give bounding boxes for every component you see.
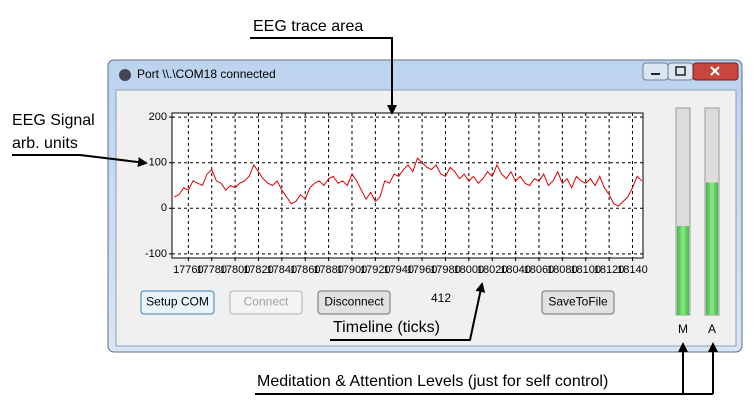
x-tick-label: 17880 [313, 264, 344, 276]
counter: 412 [431, 291, 451, 305]
annotation: Meditation & Attention Levels (just for … [257, 373, 608, 390]
button-label: SaveToFile [548, 295, 608, 309]
maximize-glyph [675, 66, 686, 76]
button-label: Connect [244, 295, 289, 309]
y-tick-label: 100 [149, 157, 167, 169]
x-tick-label: 18020 [477, 264, 508, 276]
setup-com-button[interactable] [140, 290, 215, 315]
annotation: EEG trace area [253, 18, 363, 35]
y-tick-label: 200 [149, 111, 167, 123]
plot-area [171, 112, 644, 259]
annotation: EEG Signal [12, 112, 95, 129]
x-tick-label: 17960 [407, 264, 438, 276]
x-tick-label: 17840 [267, 264, 298, 276]
x-tick-label: 18000 [454, 264, 485, 276]
x-tick-label: 17900 [337, 264, 368, 276]
annotation: Timeline (ticks) [333, 319, 440, 336]
maximize-button[interactable] [667, 62, 694, 81]
x-tick-label: 18100 [570, 264, 601, 276]
y-tick-label: -100 [145, 248, 167, 260]
x-tick-label: 18060 [524, 264, 555, 276]
minimize-button[interactable] [642, 62, 669, 81]
window-title: Port \\.\COM18 connected [137, 67, 276, 81]
x-tick-label: 18120 [594, 264, 625, 276]
x-tick-label: 17860 [290, 264, 321, 276]
x-tick-label: 17800 [220, 264, 251, 276]
arrow [12, 154, 148, 168]
close-glyph [710, 66, 720, 76]
x-tick-label: 17980 [430, 264, 461, 276]
arrow [250, 37, 397, 115]
plot-layer: -100 0 100 200 17760177801780017820178401786… [145, 111, 648, 276]
x-tick-label: 17760 [173, 264, 204, 276]
x-tick-label: 18140 [617, 264, 648, 276]
eeg-trace [174, 157, 643, 207]
level-bar [677, 225, 689, 315]
button-label: Setup COM [146, 295, 209, 309]
app-icon [119, 69, 131, 81]
connect-button[interactable] [229, 290, 303, 315]
annotation: arb. units [12, 135, 78, 152]
save-button[interactable] [541, 290, 615, 315]
level-bar [706, 182, 718, 315]
x-tick-label: 17820 [243, 264, 274, 276]
button-label: Disconnect [324, 295, 384, 309]
x-tick-label: 17940 [383, 264, 414, 276]
level-label: A [708, 322, 716, 336]
arrow [330, 282, 486, 341]
x-tick-label: 18080 [547, 264, 578, 276]
x-tick-label: 18040 [500, 264, 531, 276]
disconnect-button[interactable] [317, 290, 391, 315]
level-label: M [678, 322, 688, 336]
x-tick-label: 17920 [360, 264, 391, 276]
y-tick-label: 0 [161, 202, 167, 214]
x-tick-label: 17780 [196, 264, 227, 276]
